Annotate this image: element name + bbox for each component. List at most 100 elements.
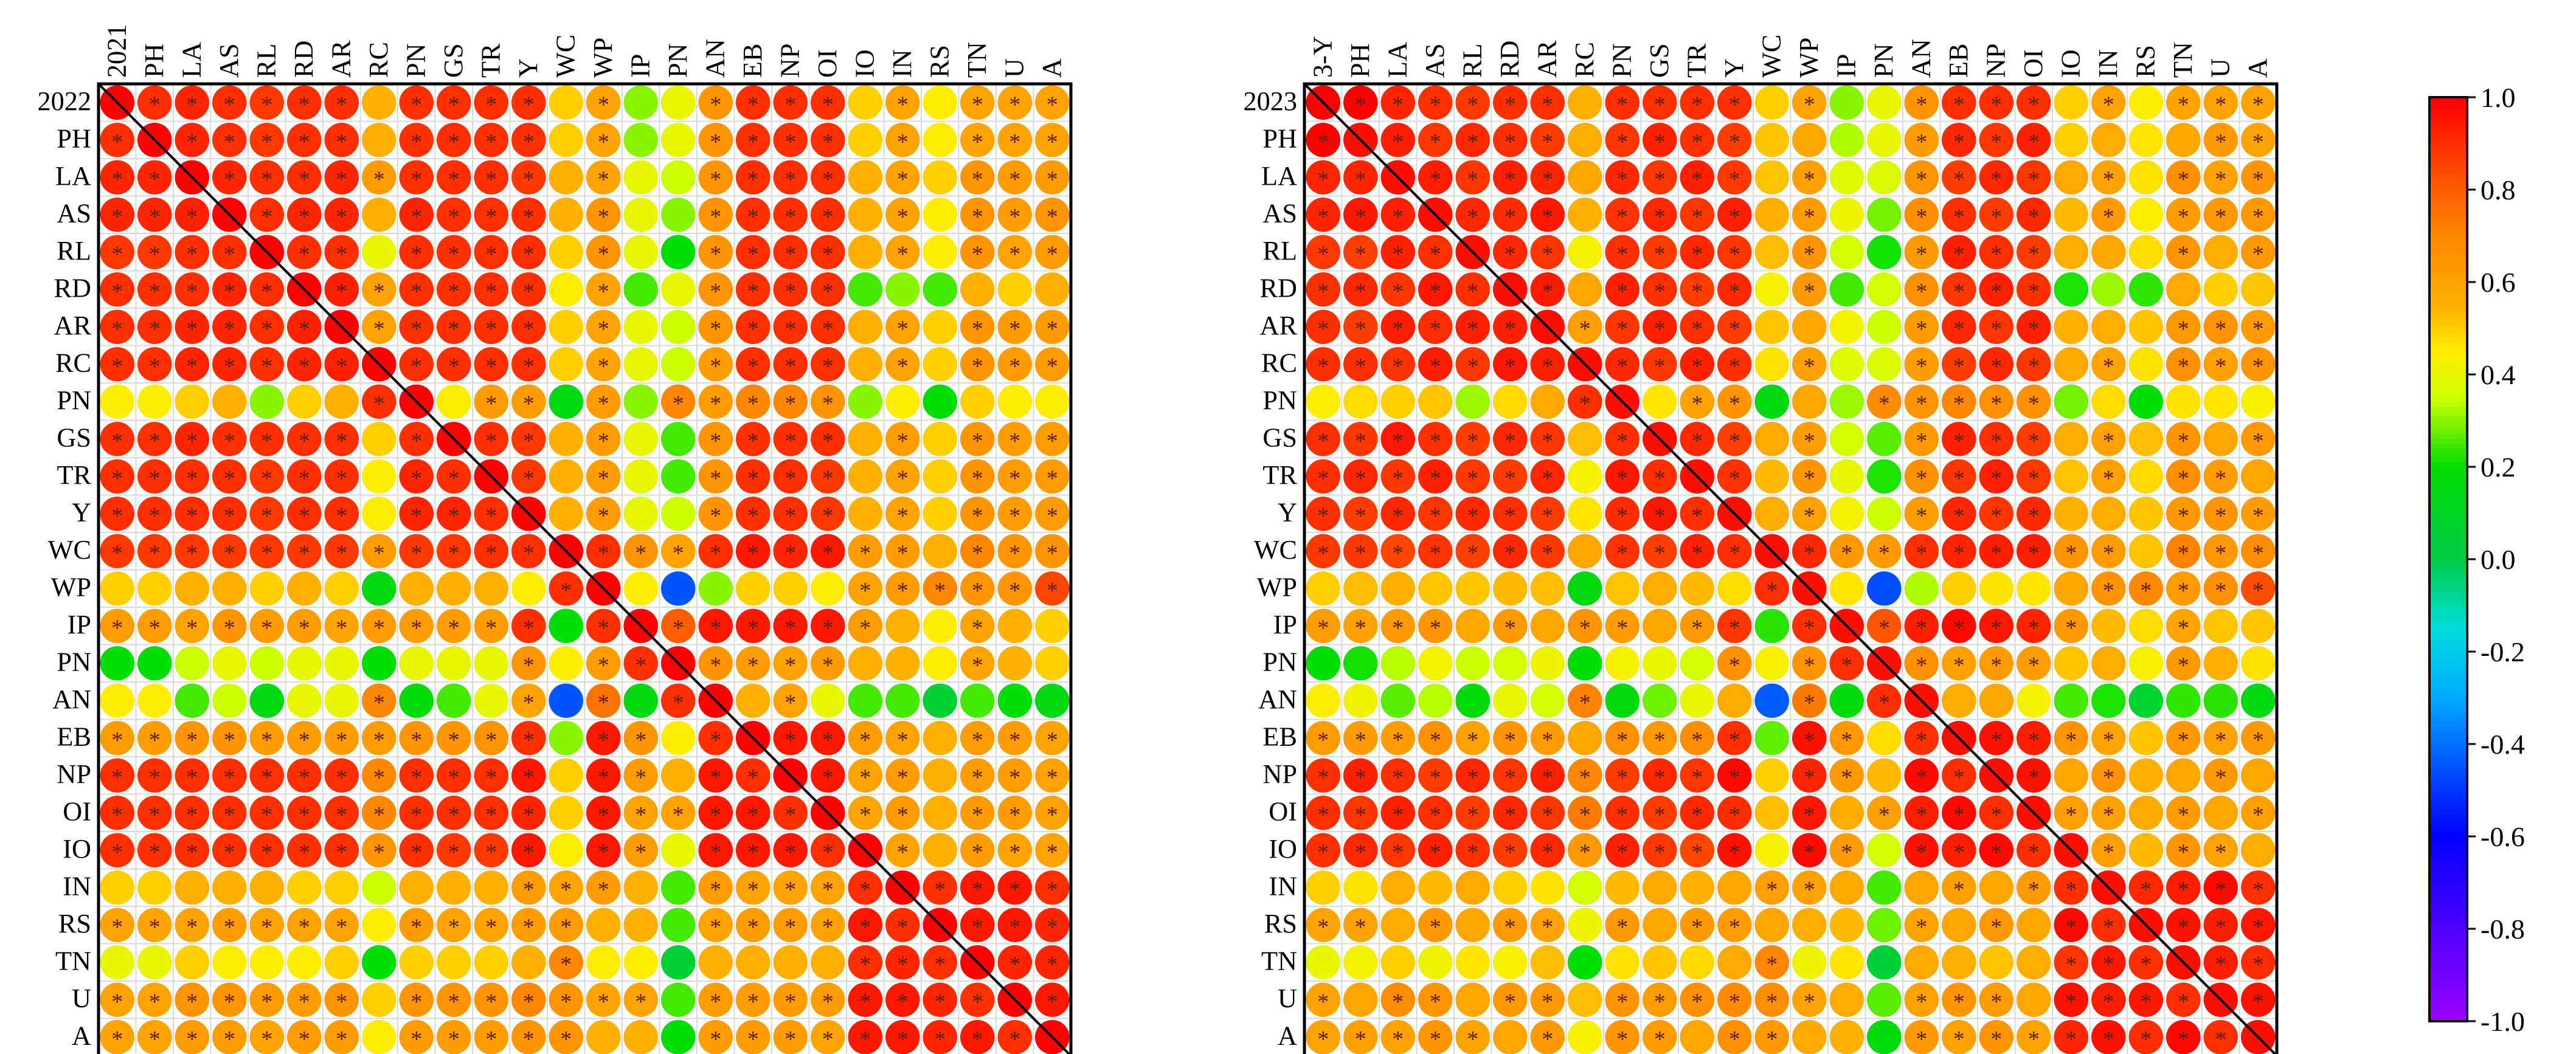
significance-star: * [1355, 429, 1366, 454]
row-label: Y [72, 498, 91, 528]
significance-star: * [2140, 952, 2152, 977]
correlation-circle [2166, 683, 2201, 718]
correlation-circle [1904, 608, 1939, 644]
significance-star: * [2252, 92, 2264, 118]
correlation-circle [923, 197, 958, 232]
significance-star: * [747, 616, 759, 641]
correlation-circle [1680, 534, 1715, 569]
correlation-circle [698, 197, 733, 232]
significance-star: * [635, 765, 646, 791]
correlation-circle [324, 870, 359, 905]
correlation-circle [286, 85, 322, 120]
significance-star: * [2065, 541, 2077, 567]
significance-star: * [1953, 391, 1965, 417]
correlation-circle [1380, 870, 1416, 905]
correlation-circle [1829, 571, 1864, 606]
significance-star: * [1542, 728, 1553, 753]
correlation-circle [1792, 272, 1827, 307]
correlation-circle [997, 870, 1033, 905]
correlation-circle [1455, 1019, 1491, 1054]
correlation-circle [1455, 646, 1491, 681]
significance-star: * [523, 204, 535, 230]
correlation-circle [1034, 197, 1070, 232]
significance-star: * [1616, 541, 1628, 567]
correlation-circle [2128, 85, 2164, 120]
correlation-circle [361, 235, 396, 270]
correlation-circle [1680, 720, 1715, 756]
correlation-circle [1829, 683, 1864, 718]
correlation-circle [1717, 908, 1752, 943]
column-label: EB [738, 43, 767, 78]
correlation-circle [773, 197, 808, 232]
correlation-circle [2166, 646, 2201, 681]
significance-star: * [410, 728, 422, 753]
colorbar-tick-label: -0.6 [2481, 821, 2525, 852]
significance-star: * [1355, 728, 1366, 753]
correlation-circle [137, 683, 172, 718]
significance-star: * [485, 728, 497, 753]
significance-star: * [2215, 877, 2226, 903]
correlation-circle [1418, 608, 1453, 644]
colorbar-segment [2429, 554, 2467, 560]
correlation-circle [474, 795, 509, 830]
significance-star: * [710, 877, 721, 903]
significance-star: * [448, 317, 460, 342]
correlation-circle [1034, 870, 1070, 905]
correlation-circle [1642, 683, 1677, 718]
significance-star: * [336, 1027, 347, 1052]
correlation-circle [549, 982, 584, 1018]
correlation-circle [1717, 571, 1752, 606]
correlation-circle [1418, 272, 1453, 307]
correlation-circle [586, 683, 621, 718]
correlation-circle [735, 870, 770, 905]
row-label: GS [57, 423, 91, 453]
significance-star: * [1355, 242, 1366, 267]
significance-star: * [1317, 129, 1329, 155]
correlation-circle [1567, 421, 1602, 456]
correlation-circle [2240, 496, 2276, 531]
correlation-circle [1642, 608, 1677, 644]
correlation-circle [1941, 235, 1976, 270]
correlation-circle [1642, 496, 1677, 531]
correlation-circle [249, 1019, 285, 1054]
correlation-circle [2128, 309, 2164, 345]
correlation-circle [137, 459, 172, 494]
correlation-circle [549, 235, 584, 270]
correlation-circle [586, 908, 621, 943]
correlation-circle [1979, 160, 2014, 195]
significance-star: * [2065, 952, 2077, 977]
correlation-circle [324, 833, 359, 868]
significance-star: * [2178, 616, 2189, 641]
correlation-circle [1455, 384, 1491, 419]
correlation-circle [1754, 309, 1790, 345]
correlation-circle [1941, 646, 1976, 681]
correlation-circle [1829, 534, 1864, 569]
colorbar-segment [2429, 605, 2467, 611]
significance-star: * [1916, 541, 1927, 567]
correlation-circle [137, 945, 172, 980]
correlation-circle [249, 496, 285, 531]
correlation-circle [1717, 870, 1752, 905]
significance-star: * [972, 1027, 983, 1052]
correlation-circle [1717, 608, 1752, 644]
correlation-circle [1530, 122, 1565, 157]
correlation-circle [361, 870, 396, 905]
correlation-circle [2016, 758, 2051, 793]
correlation-circle [1492, 795, 1528, 830]
column-label: OI [2018, 49, 2048, 78]
correlation-circle [1380, 795, 1416, 830]
significance-star: * [598, 765, 609, 791]
significance-star: * [822, 915, 834, 940]
correlation-circle [175, 646, 210, 681]
significance-star: * [224, 466, 235, 492]
significance-star: * [1654, 802, 1666, 828]
significance-star: * [336, 765, 347, 791]
correlation-circle [1530, 272, 1565, 307]
significance-star: * [1616, 616, 1628, 641]
correlation-circle [1680, 235, 1715, 270]
colorbar-segment [2429, 222, 2467, 227]
colorbar-segment [2429, 231, 2467, 236]
significance-star: * [2215, 840, 2226, 866]
correlation-circle [2016, 870, 2051, 905]
correlation-circle [511, 1019, 546, 1054]
